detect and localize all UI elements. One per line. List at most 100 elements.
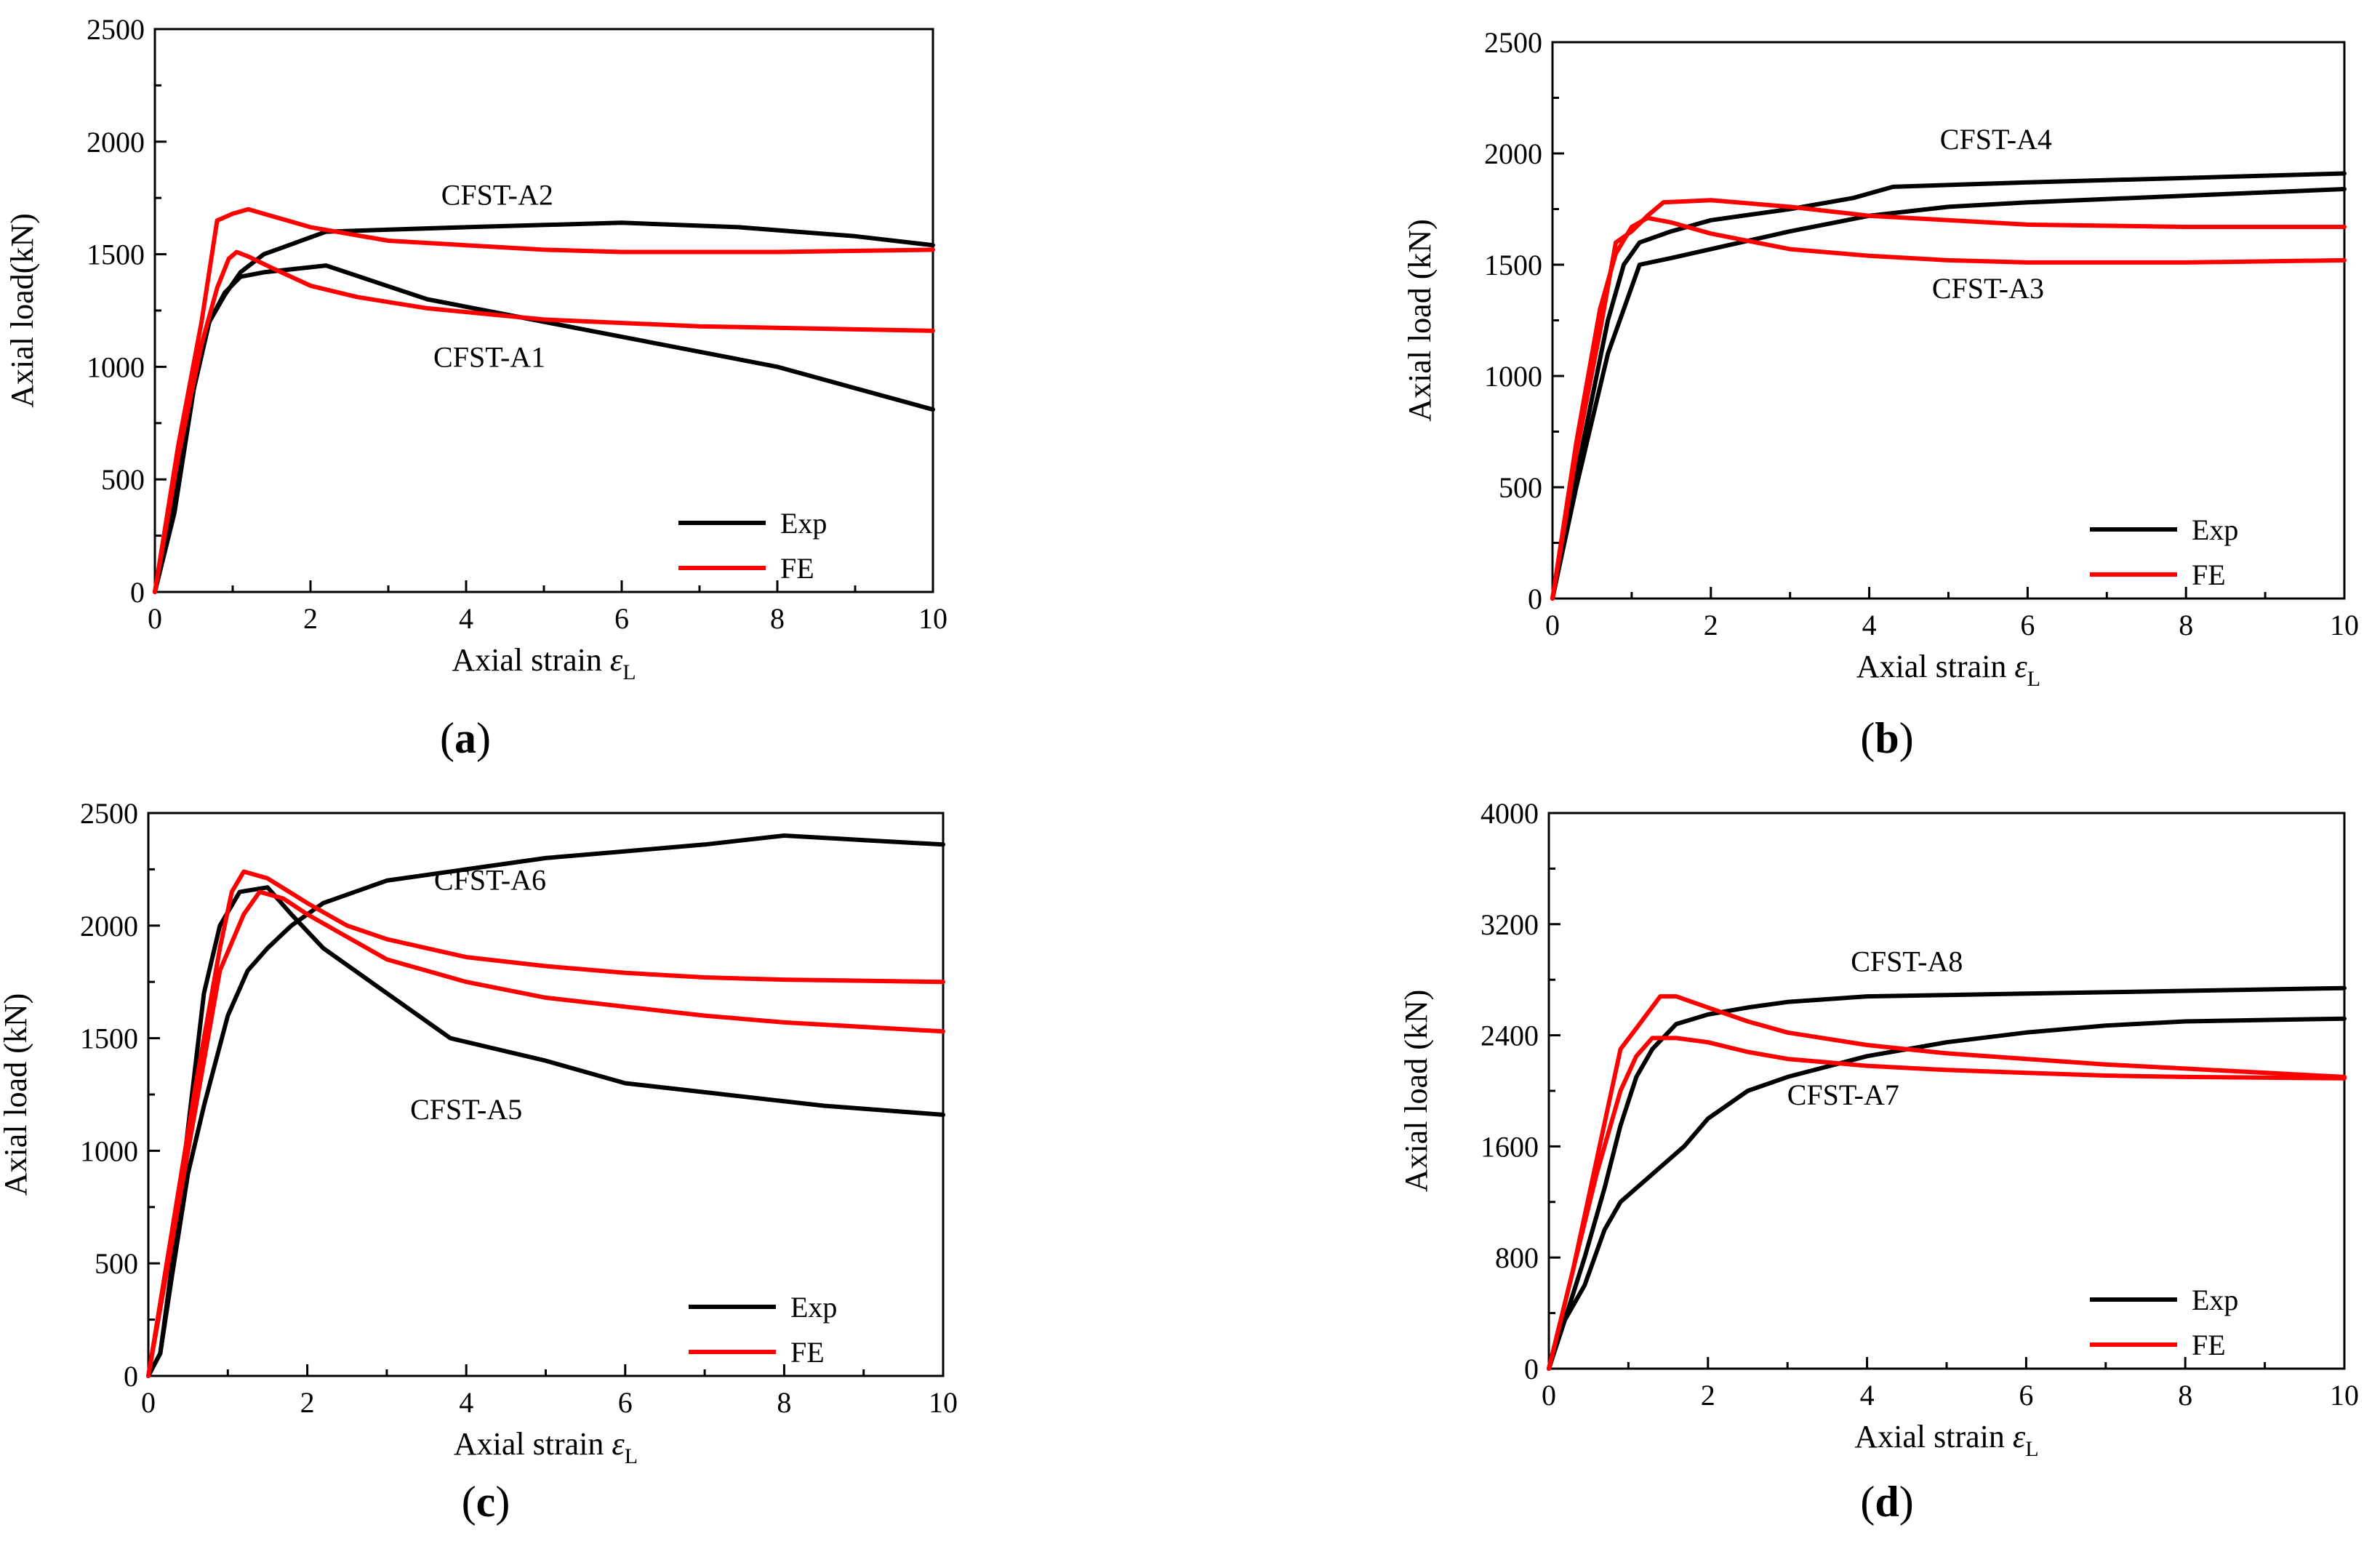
x-tick-label: 6: [2020, 609, 2035, 641]
chart-panel-c: 0 2 4 6 8 10 0 500 1000 1500 2000 2500 Axial strain …: [0, 797, 958, 1526]
panel-label-letter: d: [1875, 1478, 1899, 1526]
y-tick-label: 2000: [80, 910, 138, 942]
panel-label-letter: b: [1875, 714, 1899, 762]
x-axis-title-symbol: ε: [2014, 649, 2027, 684]
x-axis-title-subscript: L: [625, 1444, 638, 1468]
x-axis-title-symbol: ε: [612, 1426, 625, 1462]
x-axis-title-subscript: L: [2025, 1437, 2038, 1461]
y-tick-label: 1500: [1484, 249, 1542, 281]
y-tick-label: 500: [1499, 471, 1542, 504]
x-axis-title: Axial strain εL: [1856, 649, 2040, 691]
y-tick-label: 1500: [87, 239, 145, 271]
y-tick-label: 2000: [1484, 137, 1542, 170]
chart-panel-d: 0 2 4 6 8 10 0 800 1600 2400 3200 4000 Axial strain …: [1398, 797, 2359, 1526]
series-line-exp-cfst-a1: [153, 263, 935, 594]
x-axis-title-text: Axial strain: [1856, 649, 2015, 684]
x-tick-label: 10: [2330, 609, 2359, 641]
panel-label-open-paren: (: [462, 1478, 476, 1526]
x-tick-label: 6: [2019, 1379, 2033, 1412]
x-tick-label: 10: [918, 602, 947, 635]
y-tick-label: 1500: [80, 1022, 138, 1055]
x-tick-label: 6: [614, 602, 629, 635]
x-tick-label: 0: [141, 1386, 156, 1419]
panel-label-close-paren: ): [495, 1478, 510, 1526]
annotation-cfst-a1: CFST-A1: [433, 340, 545, 373]
x-tick-label: 6: [618, 1386, 633, 1419]
y-tick-label: 0: [1524, 1353, 1539, 1385]
y-axis-title: Axial load (kN): [1402, 219, 1438, 422]
panel-label-letter: c: [476, 1478, 496, 1526]
legend-label-exp: Exp: [790, 1291, 837, 1324]
series-line-fe-cfst-a4: [1550, 198, 2347, 601]
x-axis-title-symbol: ε: [610, 642, 623, 678]
series-line-fe-cfst-a8: [1547, 994, 2347, 1371]
x-axis-title-text: Axial strain: [1854, 1419, 2013, 1454]
series-line-fe-cfst-a3: [1550, 215, 2347, 601]
series-line-fe-cfst-a7: [1547, 1036, 2347, 1371]
x-tick-label: 8: [777, 1386, 791, 1419]
y-tick-label: 3200: [1481, 908, 1539, 941]
annotation-cfst-a5: CFST-A5: [410, 1093, 522, 1126]
x-tick-label: 0: [1542, 1379, 1556, 1412]
panel-label-close-paren: ): [1899, 1478, 1914, 1526]
y-axis-title: Axial load(kN): [4, 213, 40, 408]
y-tick-label: 2500: [80, 797, 138, 830]
x-axis-title-subscript: L: [2027, 667, 2040, 691]
panel-label-close-paren: ): [476, 714, 491, 762]
y-tick-label: 500: [95, 1247, 138, 1280]
x-tick-label: 2: [1704, 609, 1718, 641]
y-axis-title: Axial load (kN): [1398, 990, 1434, 1193]
y-tick-label: 0: [124, 1360, 138, 1393]
panel-label-open-paren: (: [1860, 1478, 1875, 1526]
x-axis-title-subscript: L: [622, 660, 636, 684]
x-tick-label: 8: [770, 602, 785, 635]
chart-panel-b: 0 2 4 6 8 10 0 500 1000 1500 2000 2500 Axial strain …: [1402, 26, 2359, 762]
x-tick-label: 4: [1860, 1379, 1875, 1412]
x-axis-title: Axial strain εL: [1854, 1419, 2038, 1461]
annotation-cfst-a4: CFST-A4: [1940, 123, 2052, 156]
legend-label-fe: FE: [780, 552, 814, 585]
y-tick-label: 2500: [1484, 26, 1542, 59]
x-axis-title-text: Axial strain: [454, 1426, 612, 1462]
x-tick-label: 0: [148, 602, 162, 635]
panel-label-close-paren: ): [1899, 714, 1914, 762]
x-tick-label: 10: [2330, 1379, 2359, 1412]
legend-label-exp: Exp: [2192, 1284, 2238, 1316]
y-tick-label: 1600: [1481, 1130, 1539, 1163]
y-tick-label: 1000: [87, 351, 145, 383]
annotation-cfst-a3: CFST-A3: [1932, 272, 2044, 305]
x-tick-label: 2: [300, 1386, 315, 1419]
x-tick-label: 4: [459, 602, 473, 635]
x-tick-label: 0: [1545, 609, 1560, 641]
x-tick-label: 10: [929, 1386, 958, 1419]
series-line-exp-cfst-a7: [1547, 1016, 2347, 1371]
legend-label-exp: Exp: [780, 507, 827, 540]
x-axis-title: Axial strain εL: [452, 642, 636, 684]
legend-label-fe: FE: [2192, 559, 2226, 591]
panel-label-d: (d): [1860, 1478, 1913, 1526]
legend-label-fe: FE: [2192, 1329, 2226, 1361]
annotation-cfst-a8: CFST-A8: [1851, 945, 1963, 978]
x-tick-label: 8: [2178, 1379, 2192, 1412]
series-line-exp-cfst-a8: [1547, 985, 2347, 1371]
y-tick-label: 2400: [1481, 1020, 1539, 1052]
x-axis-title-symbol: ε: [2013, 1419, 2026, 1454]
x-tick-label: 8: [2179, 609, 2193, 641]
y-tick-label: 500: [101, 463, 145, 496]
panel-label-c: (c): [462, 1478, 510, 1526]
series-line-fe-cfst-a5: [146, 889, 945, 1378]
y-tick-label: 2000: [87, 126, 145, 159]
x-axis-title-text: Axial strain: [452, 642, 610, 678]
chart-panel-a: 0 2 4 6 8 10 0 500 1000 1500 2000 2500 Axial strain …: [4, 13, 947, 762]
y-axis-title: Axial load (kN): [0, 993, 33, 1196]
series-line-exp-cfst-a3: [1550, 187, 2347, 601]
y-tick-label: 2500: [87, 13, 145, 46]
x-tick-label: 4: [1862, 609, 1877, 641]
y-tick-label: 800: [1495, 1241, 1539, 1274]
legend-label-exp: Exp: [2192, 513, 2238, 546]
annotation-cfst-a2: CFST-A2: [441, 178, 553, 211]
series-line-fe-cfst-a1: [153, 249, 935, 594]
panel-label-open-paren: (: [1860, 714, 1875, 762]
y-tick-label: 0: [130, 576, 145, 609]
